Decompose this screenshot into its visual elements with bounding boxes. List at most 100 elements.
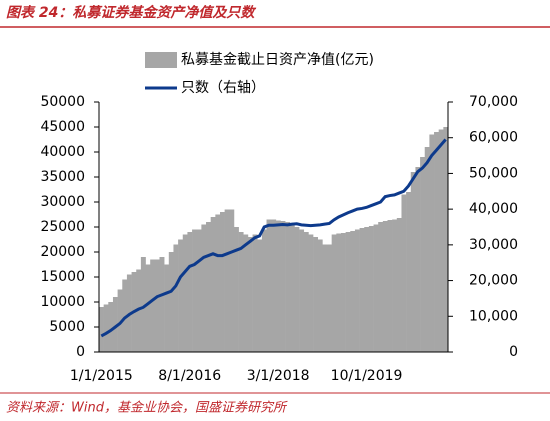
bar bbox=[396, 218, 402, 352]
legend-label: 只数（右轴） bbox=[181, 80, 265, 96]
bar bbox=[112, 297, 118, 352]
bar bbox=[206, 222, 211, 352]
bar bbox=[99, 307, 104, 352]
bar bbox=[201, 224, 207, 352]
bar bbox=[373, 224, 379, 352]
bar bbox=[187, 232, 193, 352]
bar bbox=[410, 172, 416, 352]
bar bbox=[252, 234, 258, 352]
bar bbox=[275, 220, 281, 352]
bar bbox=[401, 194, 407, 352]
bar bbox=[215, 214, 221, 352]
bar bbox=[173, 244, 179, 352]
bar bbox=[415, 167, 421, 352]
y-tick-label: 20000 bbox=[40, 244, 85, 260]
y-tick-label: 5000 bbox=[49, 319, 85, 335]
bar bbox=[219, 212, 225, 352]
bar bbox=[354, 229, 360, 352]
bar bbox=[317, 239, 323, 352]
y2-tick-label: 0 bbox=[509, 344, 518, 360]
bar bbox=[159, 257, 165, 352]
bar bbox=[350, 231, 356, 352]
bar bbox=[103, 304, 109, 352]
y-tick-label: 0 bbox=[76, 344, 85, 360]
bar bbox=[145, 264, 151, 352]
bar bbox=[182, 234, 188, 352]
bar bbox=[289, 224, 295, 352]
bar bbox=[331, 234, 337, 352]
bar bbox=[150, 259, 156, 352]
bar bbox=[378, 222, 384, 352]
y2-tick-label: 60,000 bbox=[469, 130, 518, 146]
y-tick-label: 10000 bbox=[40, 294, 85, 310]
x-tick-label: 1/1/2015 bbox=[70, 368, 133, 384]
bar bbox=[196, 229, 202, 352]
bar bbox=[154, 259, 160, 352]
bar bbox=[168, 252, 174, 352]
bar bbox=[387, 220, 393, 352]
bar bbox=[238, 232, 244, 352]
bar bbox=[285, 222, 291, 352]
bar bbox=[164, 264, 170, 352]
bar bbox=[299, 229, 305, 352]
bar bbox=[429, 134, 435, 352]
y-tick-label: 25000 bbox=[40, 219, 85, 235]
bar bbox=[359, 228, 365, 352]
bar bbox=[210, 217, 216, 352]
bar bbox=[406, 192, 412, 352]
y-tick-label: 35000 bbox=[40, 169, 85, 185]
bar bbox=[122, 279, 128, 352]
bar bbox=[368, 226, 374, 352]
bar bbox=[117, 289, 123, 352]
bar bbox=[340, 233, 346, 352]
bar bbox=[420, 157, 426, 352]
bar bbox=[345, 232, 351, 352]
x-tick-label: 8/1/2016 bbox=[158, 368, 221, 384]
bar bbox=[382, 221, 388, 352]
y-tick-label: 15000 bbox=[40, 269, 85, 285]
y-tick-label: 40000 bbox=[40, 144, 85, 160]
bar bbox=[364, 227, 370, 352]
bar bbox=[108, 302, 114, 352]
bar bbox=[280, 221, 286, 352]
bar bbox=[271, 219, 277, 352]
bar bbox=[336, 233, 342, 352]
bar bbox=[261, 229, 267, 352]
bar bbox=[266, 219, 272, 352]
x-tick-label: 3/1/2018 bbox=[247, 368, 310, 384]
y2-tick-label: 10,000 bbox=[469, 308, 518, 324]
y2-tick-label: 70,000 bbox=[469, 94, 518, 110]
bar bbox=[434, 132, 439, 352]
y2-tick-label: 40,000 bbox=[469, 201, 518, 217]
chart-title: 图表 24：私募证券基金资产净值及只数 bbox=[6, 4, 256, 21]
bar bbox=[438, 129, 444, 352]
bar bbox=[257, 239, 263, 352]
bar bbox=[327, 244, 332, 352]
line bbox=[100, 138, 447, 338]
legend-swatch bbox=[145, 52, 177, 68]
bar bbox=[178, 239, 184, 352]
y2-tick-label: 30,000 bbox=[469, 237, 518, 253]
legend-label: 私募基金截止日资产净值(亿元) bbox=[181, 51, 374, 68]
bar bbox=[233, 227, 239, 352]
bar bbox=[192, 229, 198, 352]
source-note: 资料来源：Wind，基金业协会，国盛证券研究所 bbox=[6, 400, 288, 416]
bar bbox=[243, 234, 249, 352]
bar bbox=[303, 232, 309, 352]
bar bbox=[308, 234, 314, 352]
bar bbox=[392, 219, 398, 352]
bar bbox=[224, 209, 230, 352]
y2-tick-label: 20,000 bbox=[469, 273, 518, 289]
bar bbox=[443, 127, 449, 352]
y2-tick-label: 50,000 bbox=[469, 165, 518, 181]
bar bbox=[313, 237, 319, 352]
bar bbox=[140, 257, 146, 352]
y-tick-label: 30000 bbox=[40, 194, 85, 210]
bar bbox=[424, 147, 430, 352]
y-tick-label: 45000 bbox=[40, 119, 85, 135]
bar bbox=[322, 244, 328, 352]
bar bbox=[247, 237, 253, 352]
y-tick-label: 50000 bbox=[40, 94, 85, 110]
x-tick-label: 10/1/2019 bbox=[331, 368, 403, 384]
